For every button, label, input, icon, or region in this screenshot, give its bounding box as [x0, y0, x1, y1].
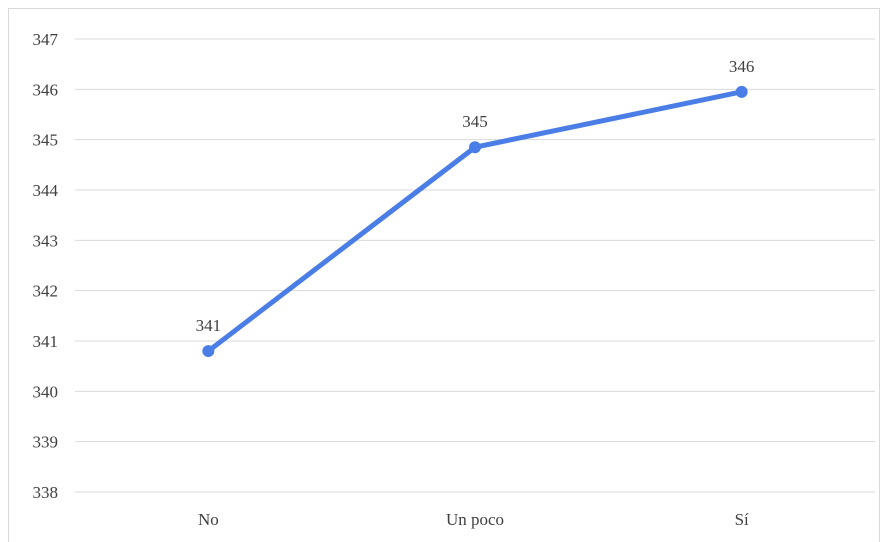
data-labels: 341 345 346	[196, 57, 755, 335]
x-tick-label: Sí	[735, 510, 749, 529]
data-label: 346	[729, 57, 755, 76]
y-tick-label: 347	[33, 30, 59, 49]
y-tick-label: 342	[33, 282, 59, 301]
data-label: 341	[196, 316, 222, 335]
y-tick-label: 345	[33, 131, 59, 150]
chart-frame	[8, 8, 880, 542]
y-axis-tick-labels: 338 339 340 341 342 343 344 345 346 347	[33, 30, 59, 502]
y-tick-label: 338	[33, 483, 59, 502]
y-tick-label: 339	[33, 433, 59, 452]
x-axis-tick-labels: No Un poco Sí	[198, 510, 749, 529]
data-point	[202, 345, 215, 358]
y-tick-label: 344	[33, 181, 59, 200]
gridlines	[75, 38, 875, 493]
data-point	[735, 85, 748, 98]
data-points	[202, 85, 748, 358]
y-tick-label: 346	[33, 80, 59, 99]
data-point	[469, 141, 481, 154]
y-tick-label: 341	[33, 332, 59, 351]
x-tick-label: No	[198, 510, 219, 529]
y-tick-label: 343	[33, 231, 59, 250]
data-label: 345	[462, 112, 488, 131]
x-tick-label: Un poco	[446, 510, 504, 529]
y-tick-label: 340	[33, 382, 59, 401]
